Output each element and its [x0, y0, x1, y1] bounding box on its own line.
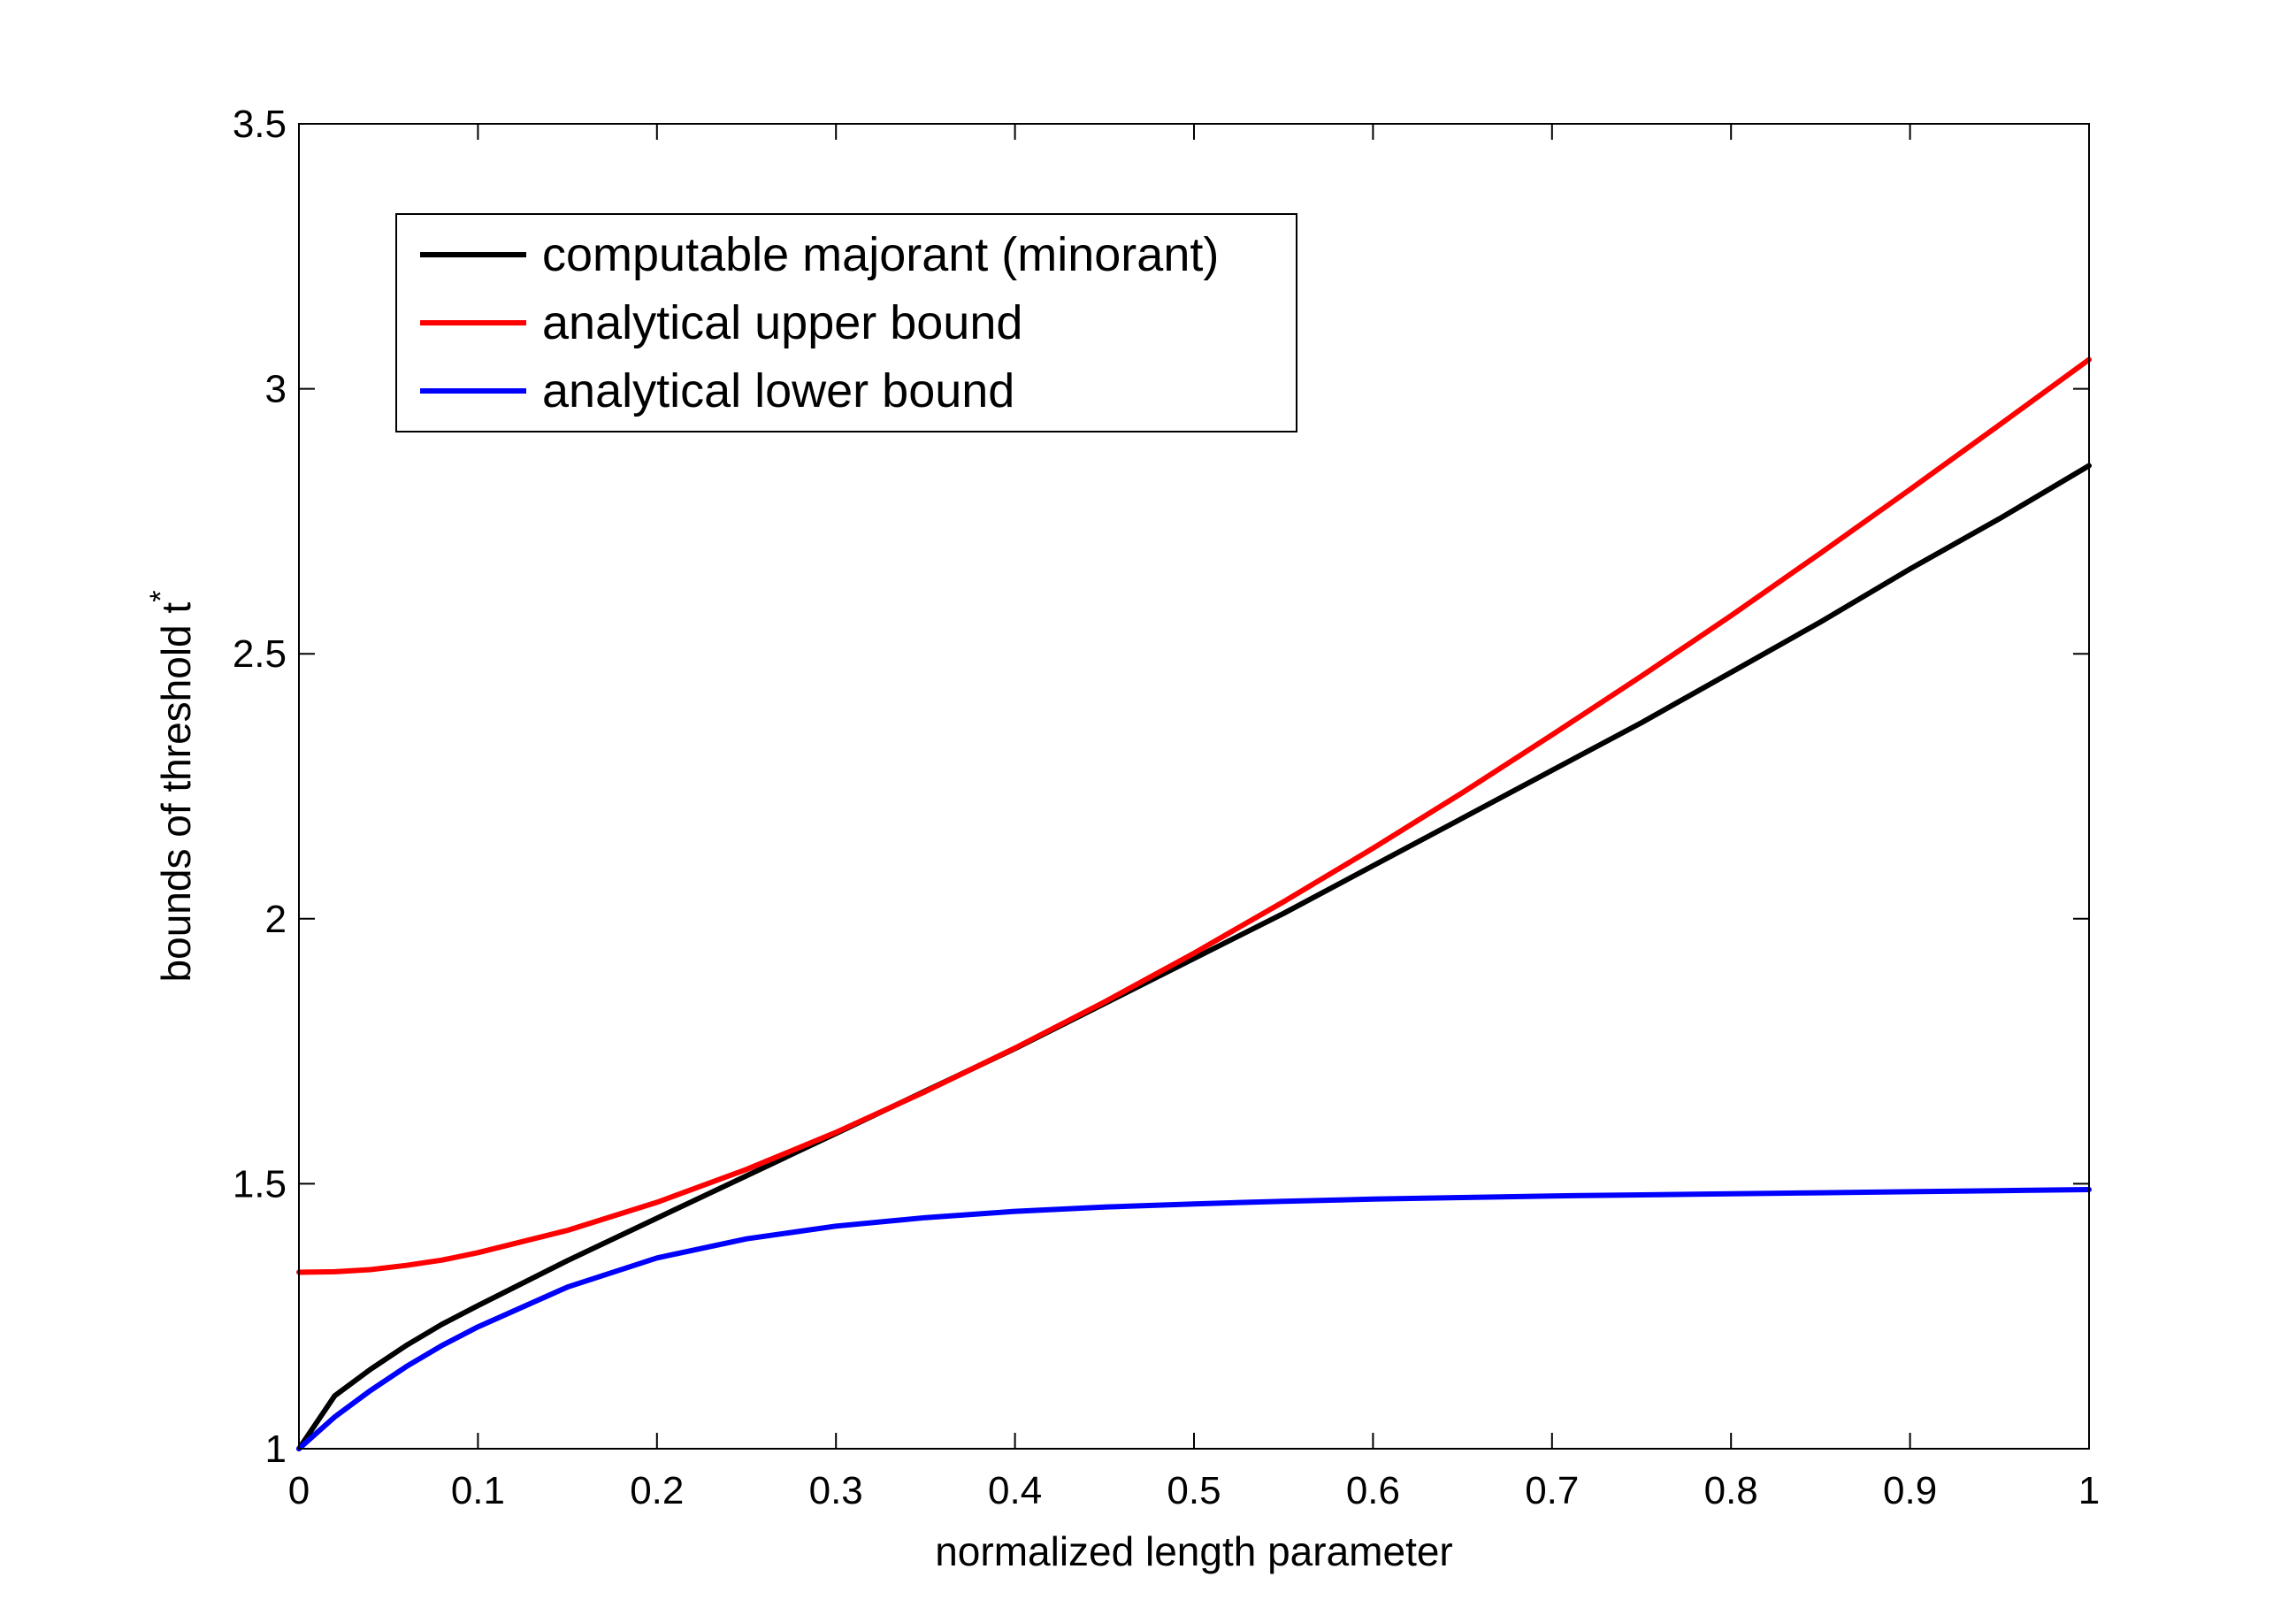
y-tick-label: 2 — [265, 898, 287, 941]
x-tick-labels: 0 0.1 0.2 0.3 0.4 0.5 0.6 0.7 0.8 0.9 1 — [288, 1469, 2100, 1512]
series-line-3 — [296, 1187, 2092, 1451]
y-axis-title-superscript: * — [144, 591, 178, 602]
x-tick-label: 0.5 — [1167, 1469, 1221, 1512]
x-tick-label: 0.4 — [988, 1469, 1042, 1512]
x-tick-label: 1 — [2078, 1469, 2100, 1512]
x-tick-label: 0 — [288, 1469, 310, 1512]
y-axis-title-text: bounds of threshold t — [153, 602, 199, 983]
y-tick-label: 3 — [265, 368, 287, 411]
tick-marks — [298, 123, 2090, 1450]
y-axis-title: bounds of threshold t* — [144, 591, 199, 983]
series-layer — [296, 356, 2092, 1451]
legend-label-2: analytical upper bound — [542, 296, 1022, 349]
x-tick-label: 0.1 — [451, 1469, 505, 1512]
legend-label-1: computable majorant (minorant) — [542, 228, 1219, 281]
x-tick-label: 0.2 — [630, 1469, 684, 1512]
x-tick-label: 0.6 — [1346, 1469, 1400, 1512]
legend-box — [395, 213, 1297, 432]
y-tick-label: 1.5 — [233, 1162, 287, 1206]
y-tick-labels: 1 1.5 2 2.5 3 3.5 — [233, 103, 287, 1471]
legend-items: computable majorant (minorant) analytical… — [420, 228, 1219, 417]
x-tick-label: 0.7 — [1525, 1469, 1579, 1512]
x-tick-label: 0.8 — [1704, 1469, 1758, 1512]
y-tick-label: 2.5 — [233, 632, 287, 676]
y-tick-label: 1 — [265, 1427, 287, 1471]
y-tick-label: 3.5 — [233, 103, 287, 146]
legend: computable majorant (minorant) analytical… — [395, 213, 1297, 432]
x-tick-label: 0.3 — [809, 1469, 863, 1512]
legend-label-3: analytical lower bound — [542, 364, 1014, 417]
x-axis-title: normalized length parameter — [935, 1528, 1453, 1574]
series-line-2 — [296, 356, 2092, 1275]
x-tick-label: 0.9 — [1883, 1469, 1937, 1512]
